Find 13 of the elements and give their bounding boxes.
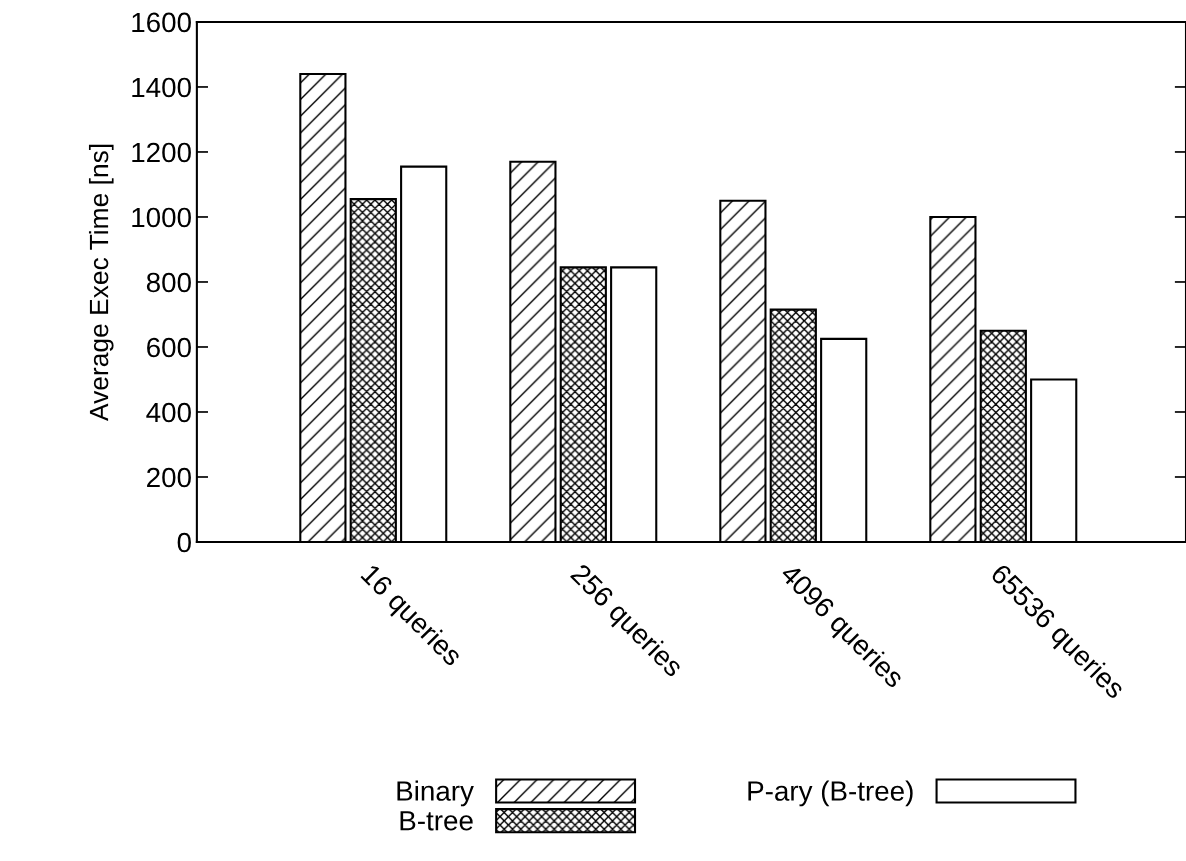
y-tick-label: 200 (147, 467, 191, 488)
y-tick-label: 0 (177, 532, 191, 553)
y-tick-label: 800 (146, 272, 191, 293)
y-tick-label: 1400 (132, 77, 191, 98)
legend-label: Binary (397, 780, 474, 807)
y-axis-title: Average Exec Time [ns] (88, 144, 114, 422)
y-tick-label: 600 (147, 337, 191, 358)
y-tick-label: 400 (146, 402, 191, 423)
y-tick-label: 1000 (132, 207, 191, 228)
legend-label: B-tree (400, 811, 473, 831)
legend-label: P-ary (B-tree) (748, 780, 913, 807)
y-tick-label: 1600 (132, 12, 191, 33)
y-tick-label: 1200 (132, 142, 191, 163)
